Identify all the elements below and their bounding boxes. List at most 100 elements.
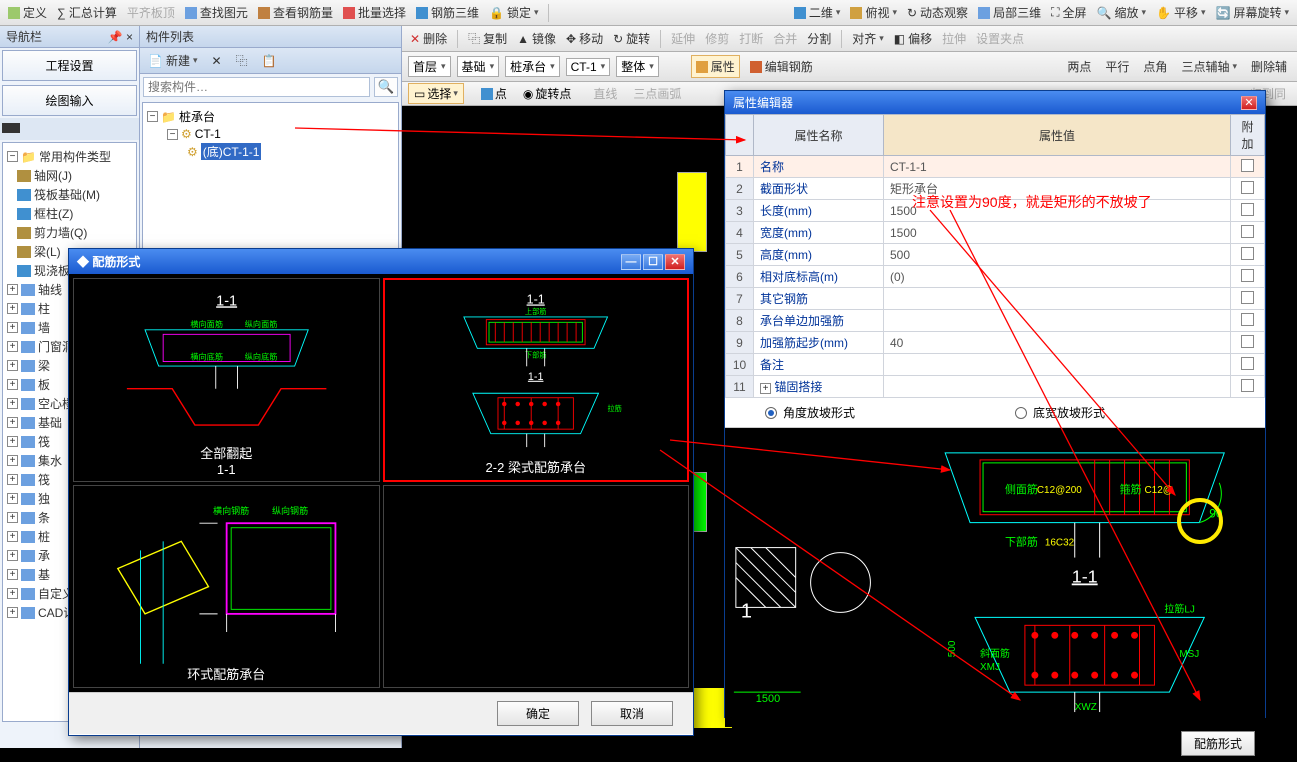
ok-button[interactable]: 确定 <box>497 701 579 726</box>
rebar-option-4[interactable] <box>383 485 690 689</box>
tb-local3d[interactable]: 局部三维 <box>974 2 1045 23</box>
nav-btn-settings[interactable]: 工程设置 <box>2 50 137 81</box>
combo-scope[interactable]: 整体▾ <box>616 56 659 77</box>
btn-point[interactable]: 点 <box>476 84 512 103</box>
combo-category[interactable]: 基础▾ <box>457 56 500 77</box>
tb-fullscreen[interactable]: ⛶全屏 <box>1047 2 1090 23</box>
btn-attr[interactable]: 属性 <box>691 55 740 78</box>
tb-pan[interactable]: ✋平移▾ <box>1152 2 1210 23</box>
label: 选择 <box>427 85 451 102</box>
edit-toolbar: ✕删除 ⿻复制 ▲镜像 ✥移动 ↻旋转 延伸 修剪 打断 合并 分割 对齐▾ ◧… <box>402 26 1297 52</box>
pin-icon[interactable]: 📌 × <box>108 30 133 44</box>
btn-tool2[interactable]: ⿻ <box>232 50 252 71</box>
btn-select[interactable]: ▭ 选择 ▾ <box>408 83 464 104</box>
close-button[interactable]: ✕ <box>1241 96 1257 110</box>
tb-3ptaxis[interactable]: 三点辅轴▾ <box>1177 56 1241 77</box>
quickbar-icon[interactable] <box>2 123 20 133</box>
rebar-option-1[interactable]: 1-1 横向面筋 纵向面筋 横向底筋 纵向底筋 全部翻起 1-1 <box>73 278 380 482</box>
tree-child[interactable]: −⚙CT-1 <box>147 126 394 142</box>
tb-2d[interactable]: 二维▾ <box>790 2 845 23</box>
min-button[interactable]: — <box>621 254 641 270</box>
combo-subcat[interactable]: 桩承台▾ <box>505 56 560 77</box>
btn-rotpoint[interactable]: ◉旋转点 <box>518 84 577 103</box>
prop-row[interactable]: 3长度(mm)1500 <box>726 200 1265 222</box>
prop-row[interactable]: 4宽度(mm)1500 <box>726 222 1265 244</box>
tb-batch-sel[interactable]: 批量选择 <box>339 2 410 23</box>
col-extra[interactable]: 附加 <box>1231 115 1265 156</box>
btn-3ptarc[interactable]: 三点画弧 <box>628 84 686 103</box>
close-button[interactable]: ✕ <box>665 254 685 270</box>
nav-item[interactable]: 框柱(Z) <box>5 204 134 223</box>
prop-row[interactable]: 9加强筋起步(mm)40 <box>726 332 1265 354</box>
tb-screen-rotate[interactable]: 🔄屏幕旋转▾ <box>1212 2 1294 23</box>
tb-stretch[interactable]: 拉伸 <box>938 28 970 49</box>
tb-copy[interactable]: ⿻复制 <box>464 28 511 49</box>
tb-alignops[interactable]: 对齐▾ <box>848 28 888 49</box>
tb-extend[interactable]: 延伸 <box>667 28 699 49</box>
tb-2pt[interactable]: 两点 <box>1063 56 1095 77</box>
combo-floor[interactable]: 首层▾ <box>408 56 451 77</box>
tb-mirror[interactable]: ▲镜像 <box>513 28 560 49</box>
nav-item[interactable]: 轴网(J) <box>5 166 134 185</box>
tb-ptangle[interactable]: 点角 <box>1139 56 1171 77</box>
col-value[interactable]: 属性值 <box>884 115 1231 156</box>
btn-new-comp[interactable]: 📄新建▾ <box>144 50 202 71</box>
rebar-option-3[interactable]: 横向钢筋纵向钢筋 环式配筋承台 <box>73 485 380 689</box>
svg-text:1-1: 1-1 <box>528 371 544 383</box>
max-button[interactable]: ☐ <box>643 254 663 270</box>
tree-root[interactable]: −📁桩承台 <box>147 107 394 126</box>
tb-sum[interactable]: ∑ 汇总计算 <box>53 2 121 23</box>
nav-item[interactable]: 剪力墙(Q) <box>5 223 134 242</box>
tb-offset[interactable]: ◧偏移 <box>890 28 936 49</box>
prop-row[interactable]: 5高度(mm)500 <box>726 244 1265 266</box>
tb-zoom[interactable]: 🔍缩放▾ <box>1093 2 1151 23</box>
nav-item[interactable]: 筏板基础(M) <box>5 185 134 204</box>
tb-rotate[interactable]: ↻旋转 <box>609 28 654 49</box>
btn-tool1[interactable]: ✕ <box>208 52 226 70</box>
tb-split[interactable]: 分割 <box>803 28 835 49</box>
tb-parallel[interactable]: 平行 <box>1101 56 1133 77</box>
prop-row[interactable]: 10备注 <box>726 354 1265 376</box>
search-button[interactable]: 🔍 <box>374 77 398 97</box>
combo-item[interactable]: CT-1▾ <box>566 58 611 76</box>
prop-row[interactable]: 8承台单边加强筋 <box>726 310 1265 332</box>
tb-grips[interactable]: 设置夹点 <box>972 28 1028 49</box>
tb-rebar-qty[interactable]: 查看钢筋量 <box>254 2 337 23</box>
tb-orbit[interactable]: ↻动态观察 <box>903 2 972 23</box>
tb-delaux[interactable]: 删除辅 <box>1247 56 1291 77</box>
prop-titlebar[interactable]: 属性编辑器 ✕ <box>725 91 1265 114</box>
tb-trim[interactable]: 修剪 <box>701 28 733 49</box>
tb-move[interactable]: ✥移动 <box>562 28 607 49</box>
btn-tool3[interactable]: 📋 <box>258 52 281 70</box>
tb-define[interactable]: 定义 <box>4 2 51 23</box>
btn-line[interactable]: 直线 <box>588 84 622 103</box>
tb-rebar-3d[interactable]: 钢筋三维 <box>412 2 483 23</box>
tb-lock[interactable]: 🔒锁定▾ <box>485 2 543 23</box>
radio-width[interactable]: 底宽放坡形式 <box>1015 404 1105 421</box>
prop-row[interactable]: 2截面形状矩形承台 <box>726 178 1265 200</box>
rebar-option-2[interactable]: 1-1 上部筋 下部筋 1-1 拉筋 2-2 梁式配筋承台 <box>383 278 690 482</box>
svg-text:拉筋LJ: 拉筋LJ <box>1164 602 1194 615</box>
prop-row[interactable]: 6相对底标高(m)(0) <box>726 266 1265 288</box>
tb-topview[interactable]: 俯视▾ <box>846 2 901 23</box>
nav-btn-draw[interactable]: 绘图输入 <box>2 85 137 116</box>
prop-row[interactable]: 11+ 锚固搭接 <box>726 376 1265 398</box>
btn-edit-rebar[interactable]: 编辑钢筋 <box>746 56 817 77</box>
nav-group[interactable]: −📁常用构件类型 <box>5 147 134 166</box>
btn-rebar-form[interactable]: 配筋形式 <box>1181 731 1255 756</box>
tb-delete[interactable]: ✕删除 <box>406 28 451 49</box>
search-input[interactable] <box>143 77 370 97</box>
tb-join[interactable]: 合并 <box>769 28 801 49</box>
tb-break[interactable]: 打断 <box>735 28 767 49</box>
label: 定义 <box>23 4 47 21</box>
tb-find[interactable]: 查找图元 <box>181 2 252 23</box>
dialog-titlebar[interactable]: ◆ 配筋形式 — ☐ ✕ <box>69 249 693 274</box>
prop-row[interactable]: 1名称CT-1-1 <box>726 156 1265 178</box>
tb-align-top[interactable]: 平齐板顶 <box>123 2 179 23</box>
svg-text:箍筋: 箍筋 <box>1120 482 1142 496</box>
radio-angle[interactable]: 角度放坡形式 <box>765 404 855 421</box>
prop-row[interactable]: 7其它钢筋 <box>726 288 1265 310</box>
tree-leaf[interactable]: ⚙(底)CT-1-1 <box>147 142 394 161</box>
col-name[interactable]: 属性名称 <box>754 115 884 156</box>
cancel-button[interactable]: 取消 <box>591 701 673 726</box>
